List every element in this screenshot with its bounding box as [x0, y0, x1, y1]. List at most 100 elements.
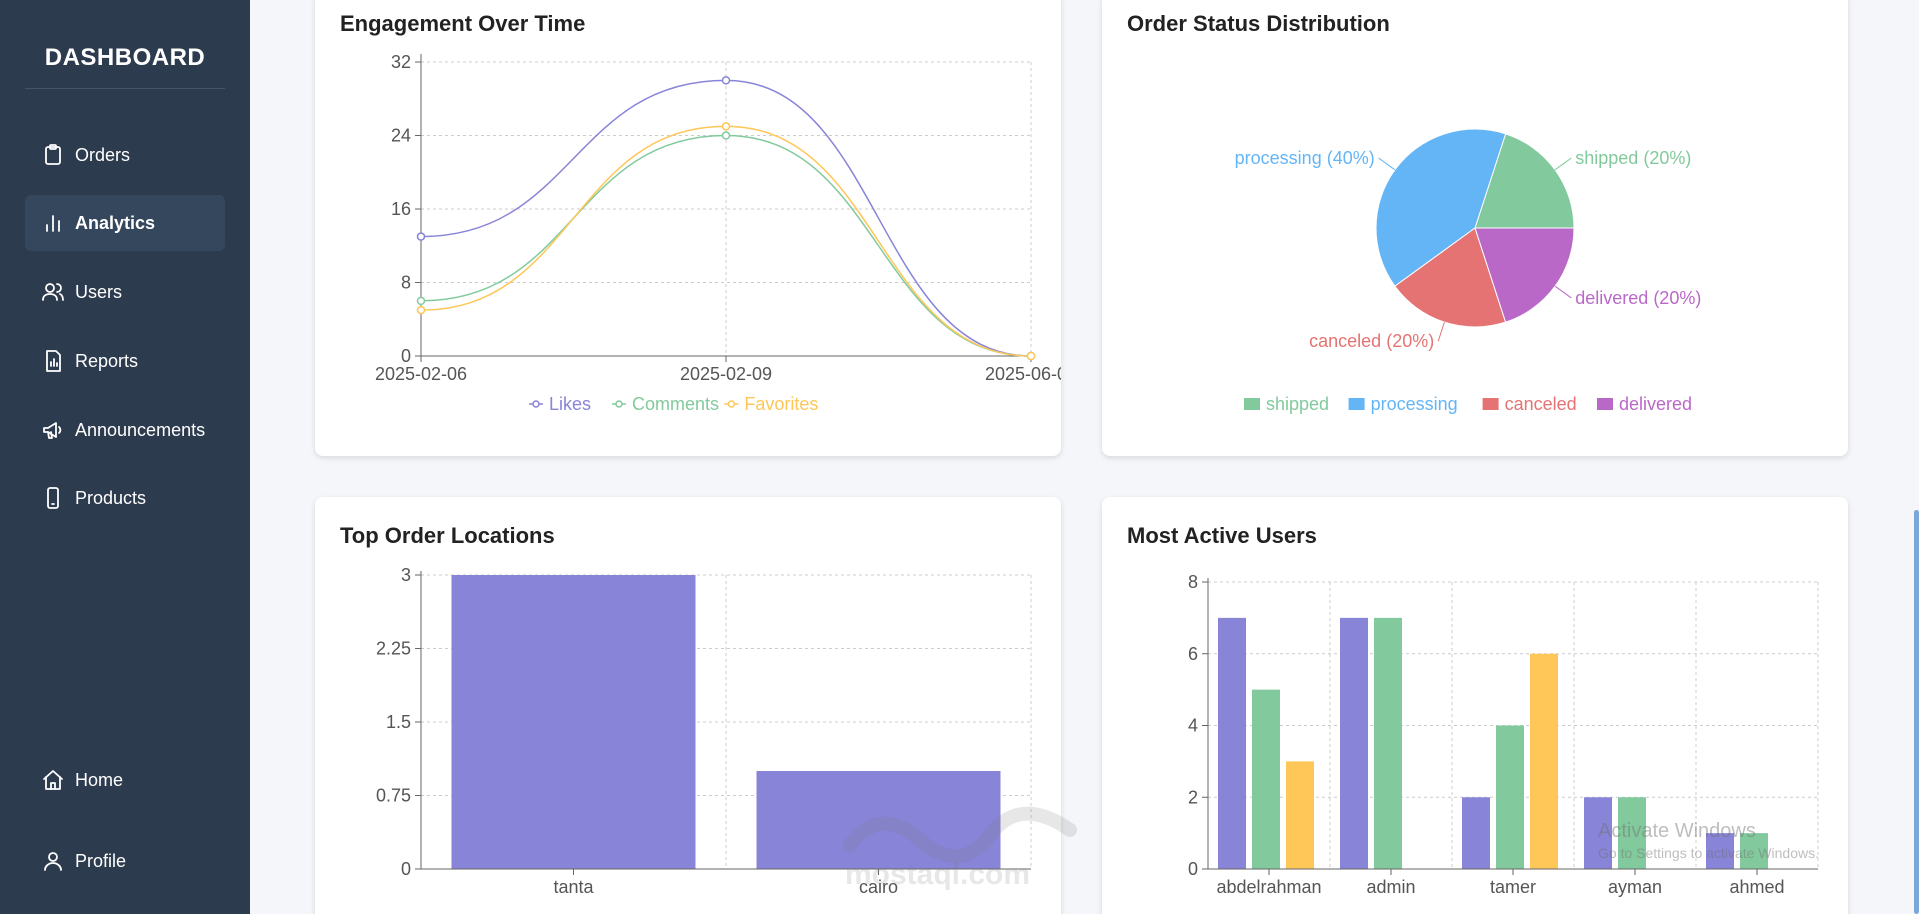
bar-tamer-2 — [1530, 653, 1558, 869]
order-status-card: Order Status Distribution shipped (20%) p… — [1102, 0, 1848, 456]
series-line-likes — [420, 79, 1032, 357]
x-tick-label: admin — [1366, 877, 1415, 897]
x-tick-label: ayman — [1608, 877, 1662, 897]
pie-label-line — [1554, 157, 1572, 171]
legend-label: Likes — [549, 394, 591, 414]
legend-label: Favorites — [744, 394, 818, 414]
megaphone-icon — [43, 422, 62, 439]
x-tick-label: 2025-06-03 — [985, 364, 1061, 384]
report-icon — [46, 350, 61, 372]
y-tick-label: 8 — [1188, 572, 1198, 592]
bar-abdelrahman-1 — [1252, 689, 1280, 869]
data-point — [1026, 351, 1036, 361]
active-users-chart: 0 2 4 6 8 abdelrahman admin tamer ayman ahmed — [1188, 572, 1819, 897]
y-tick-label: 3 — [401, 565, 411, 585]
y-tick-label: 0 — [401, 859, 411, 879]
engagement-card: Engagement Over Time 0 8 16 24 32 2025-02-06 2… — [315, 0, 1061, 456]
y-tick-label: 0.75 — [376, 786, 411, 806]
activate-windows-notice: Activate Windows Go to Settings to activ… — [1598, 820, 1819, 861]
sidebar-item-announcements[interactable]: Announcements — [25, 402, 225, 458]
users-icon — [42, 283, 64, 301]
legend-label: shipped — [1266, 394, 1329, 414]
activate-subtitle: Go to Settings to activate Windows. — [1598, 845, 1819, 861]
pie-label-line — [1554, 285, 1572, 299]
y-tick-label: 0 — [401, 346, 411, 366]
brand-divider — [25, 88, 225, 89]
x-tick-label: tanta — [553, 877, 594, 897]
bar-cairo — [756, 771, 1001, 869]
locations-chart: 0 0.75 1.5 2.25 3 tanta cairo — [376, 565, 1032, 897]
legend-marker-dot — [727, 400, 736, 408]
y-tick-label: 32 — [391, 52, 411, 72]
data-point — [721, 131, 731, 140]
sidebar-item-products[interactable]: Products — [25, 470, 225, 526]
card-title: Order Status Distribution — [1127, 11, 1390, 36]
data-point — [721, 122, 731, 131]
active-users-card: Most Active Users 0 2 4 6 8 abdelrahman admin t… — [1102, 497, 1848, 914]
y-tick-label: 24 — [391, 126, 411, 146]
watermark-logo-graphic — [843, 806, 1077, 864]
sidebar-item-label: Users — [75, 281, 123, 302]
pie-label: shipped (20%) — [1575, 148, 1691, 168]
y-tick-label: 2.25 — [376, 639, 411, 659]
activate-title: Activate Windows — [1598, 820, 1756, 842]
engagement-chart: 0 8 16 24 32 2025-02-06 2025-02-09 2025-06-03 Li… — [375, 52, 1061, 414]
clipboard-icon — [45, 144, 61, 165]
card-title: Most Active Users — [1127, 523, 1317, 548]
sidebar-item-label: Home — [75, 769, 124, 790]
sidebar: DASHBOARD Orders Analytics Users Reports… — [0, 0, 250, 914]
sidebar-item-label: Products — [75, 487, 147, 508]
x-tick-label: 2025-02-09 — [680, 364, 772, 384]
pie-label-line — [1437, 322, 1445, 342]
sidebar-item-analytics[interactable]: Analytics — [25, 195, 225, 251]
pie-label: delivered (20%) — [1575, 288, 1701, 308]
home-icon — [43, 770, 63, 790]
bar-admin-0 — [1340, 617, 1368, 869]
x-tick-label: cairo — [859, 877, 898, 897]
watermark-text: mostaql.com — [845, 858, 1031, 891]
legend-label: canceled — [1505, 394, 1577, 414]
bar-tanta — [451, 575, 696, 869]
legend-marker-dot — [615, 400, 623, 408]
legend-swatch — [1348, 398, 1365, 410]
sidebar-item-label: Orders — [75, 144, 131, 165]
y-tick-label: 6 — [1188, 644, 1198, 664]
x-tick-label: tamer — [1490, 877, 1536, 897]
data-point — [721, 76, 731, 85]
scrollbar[interactable] — [1914, 510, 1919, 914]
x-tick-label: ahmed — [1729, 877, 1784, 897]
x-tick-label: abdelrahman — [1216, 877, 1321, 897]
data-point — [416, 305, 426, 315]
bar-abdelrahman-0 — [1218, 617, 1246, 869]
legend-label: Comments — [632, 394, 719, 414]
legend-swatch — [1244, 398, 1260, 410]
sidebar-item-profile[interactable]: Profile — [25, 833, 225, 889]
bar-admin-1 — [1374, 617, 1402, 869]
data-point — [416, 232, 426, 241]
y-tick-label: 2 — [1188, 787, 1198, 807]
sidebar-item-orders[interactable]: Orders — [25, 127, 225, 183]
sidebar-item-reports[interactable]: Reports — [25, 333, 225, 389]
bar-tamer-1 — [1496, 725, 1524, 869]
order-status-chart: shipped (20%) processing (40%) canceled (2… — [1235, 128, 1701, 414]
y-tick-label: 1.5 — [386, 712, 411, 732]
bar-chart-icon — [46, 215, 60, 232]
legend-label: delivered — [1619, 394, 1692, 414]
sidebar-item-label: Analytics — [75, 212, 156, 233]
legend-marker-dot — [532, 400, 540, 408]
sidebar-item-home[interactable]: Home — [25, 752, 225, 808]
sidebar-item-users[interactable]: Users — [25, 264, 225, 320]
bar-ahmed-0 — [1706, 833, 1734, 869]
legend-label: processing — [1371, 394, 1458, 414]
x-tick-label: 2025-02-06 — [375, 364, 467, 384]
y-tick-label: 4 — [1188, 716, 1198, 736]
bar-ayman-0 — [1584, 797, 1612, 869]
pie-label: processing (40%) — [1235, 148, 1375, 168]
y-tick-label: 8 — [401, 273, 411, 293]
card-title: Top Order Locations — [340, 523, 555, 548]
brand-title: DASHBOARD — [44, 44, 206, 71]
phone-icon — [47, 487, 59, 509]
legend-swatch — [1597, 398, 1613, 410]
watermark-logo — [840, 785, 1080, 880]
card-title: Engagement Over Time — [340, 11, 586, 36]
